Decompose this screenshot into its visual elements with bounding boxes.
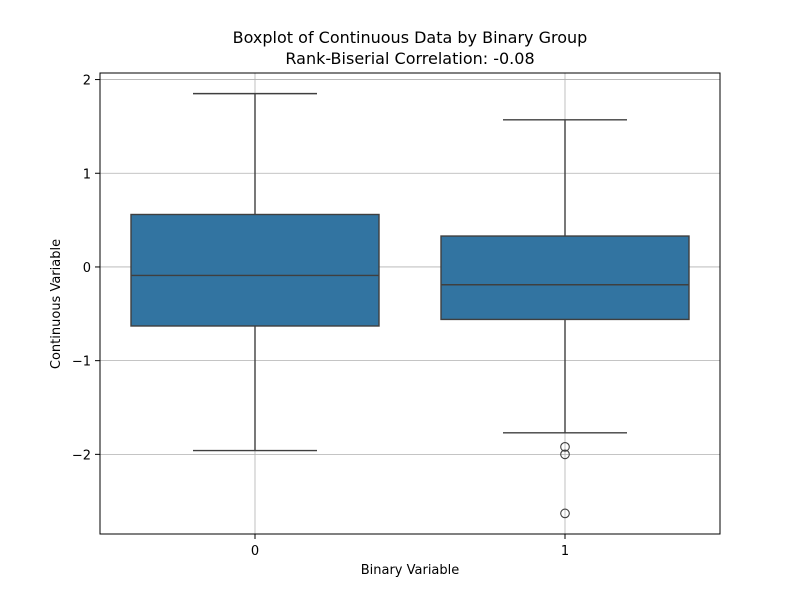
outlier-point	[560, 449, 570, 460]
x-tick-label: 0	[251, 544, 259, 559]
y-axis-label: Continuous Variable	[49, 239, 64, 369]
chart-subtitle: Rank-Biserial Correlation: -0.08	[285, 49, 534, 68]
y-tick-label: 2	[83, 74, 91, 89]
x-tick-label: 1	[561, 544, 569, 559]
y-tick-label: −1	[72, 355, 91, 370]
box-group-1	[440, 119, 690, 519]
outlier-point	[560, 442, 570, 452]
y-tick-label: 1	[83, 167, 91, 182]
plot-frame	[99, 72, 721, 535]
box-iqr	[130, 213, 380, 327]
outlier-point	[560, 508, 570, 519]
box-iqr	[440, 235, 690, 321]
box-group-0	[130, 92, 380, 452]
y-tick-label: 0	[83, 261, 91, 276]
box-layer	[130, 92, 690, 519]
x-axis-label: Binary Variable	[361, 563, 460, 578]
y-tick-label: −2	[72, 448, 91, 463]
chart-title: Boxplot of Continuous Data by Binary Gro…	[233, 28, 588, 47]
y-axis-ticks: 2 1 0 −1 −2	[72, 74, 100, 463]
